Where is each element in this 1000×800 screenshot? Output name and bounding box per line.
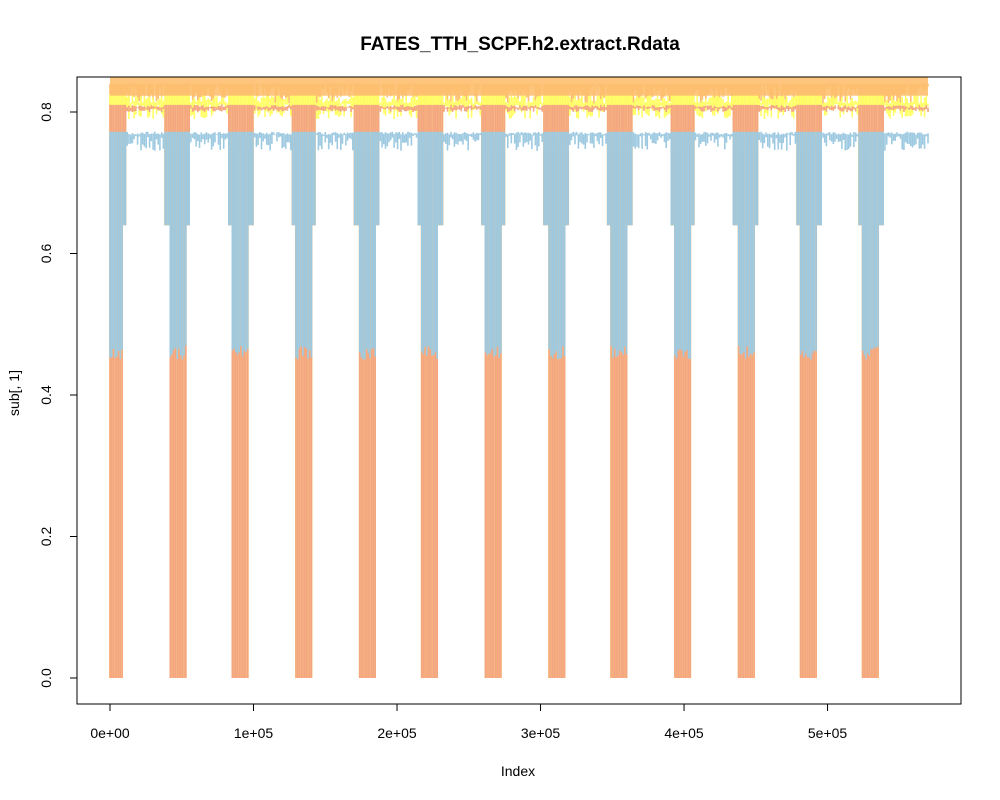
x-tick-label: 4e+05 [664, 725, 704, 741]
y-tick-label: 0.8 [38, 102, 54, 122]
plot-frame [76, 76, 962, 705]
series-3-line [109, 104, 929, 678]
x-tick-label: 3e+05 [521, 725, 561, 741]
x-tick-label: 0e+00 [90, 725, 130, 741]
y-tick-label: 0.6 [38, 244, 54, 264]
x-tick-label: 2e+05 [377, 725, 417, 741]
y-axis: 0.0 0.2 0.4 0.6 0.8 [38, 102, 78, 688]
x-axis: 0e+00 1e+05 2e+05 3e+05 4e+05 5e+05 [90, 703, 848, 741]
x-axis-label: Index [501, 763, 535, 779]
y-tick-label: 0.2 [38, 527, 54, 547]
y-tick-label: 0.4 [38, 385, 54, 405]
top-band [110, 77, 928, 96]
x-tick-label: 1e+05 [234, 725, 274, 741]
y-axis-label: sub[, 1] [6, 370, 22, 416]
chart-title: FATES_TTH_SCPF.h2.extract.Rdata [360, 34, 680, 55]
y-tick-label: 0.0 [38, 668, 54, 688]
plot-area [109, 77, 929, 678]
x-tick-label: 5e+05 [808, 725, 848, 741]
series-4-line [109, 131, 929, 360]
